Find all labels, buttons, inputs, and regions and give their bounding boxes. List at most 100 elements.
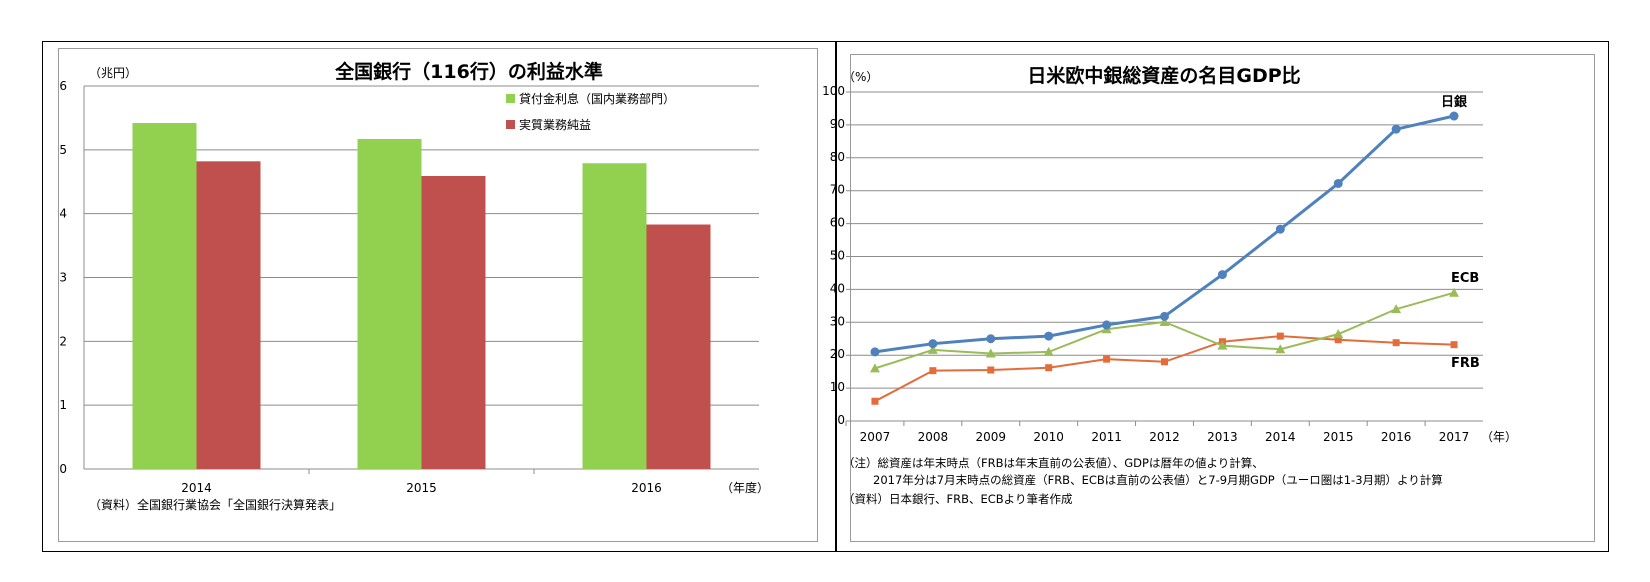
series-line-FRB <box>874 335 1455 403</box>
y-tick-label: 40 <box>830 281 845 295</box>
point-FRB-2016 <box>1392 339 1400 347</box>
bar-2016-core-net-profit <box>646 224 711 469</box>
point-日銀-2015 <box>1333 178 1343 188</box>
legend-entry: 実質業務純益 <box>519 117 591 132</box>
point-FRB-2010 <box>1045 364 1053 372</box>
y-tick-labels: 0 1 2 3 4 5 6 <box>59 79 67 476</box>
y-axis-label: （%） <box>843 70 878 84</box>
point-ECB-2007 <box>869 363 880 373</box>
point-ECB-2014 <box>1275 344 1286 354</box>
central-bank-assets-chart: 日米欧中銀総資産の名目GDP比 （%） （年） （注）総資産は年末時点（FRBは… <box>843 64 1517 506</box>
point-ECB-2017 <box>1449 287 1460 297</box>
bars <box>132 123 711 470</box>
point-日銀-2007 <box>870 347 880 357</box>
y-tick-label: 1 <box>59 398 67 412</box>
grid-lines <box>845 91 1483 426</box>
y-tick-label: 90 <box>830 117 845 131</box>
series-line-ECB <box>874 291 1455 370</box>
y-tick-label: 10 <box>830 380 845 394</box>
y-axis-label: （兆円） <box>89 66 137 80</box>
y-tick-label: 30 <box>830 314 845 328</box>
x-tick-label: 2014 <box>1265 430 1296 444</box>
point-ECB-2012 <box>1159 316 1170 326</box>
x-tick-label: 2014 <box>181 481 212 495</box>
bar-2015-loan-interest <box>357 138 422 469</box>
series-labels: 日銀 ECB FRB <box>1441 94 1480 371</box>
y-tick-label: 80 <box>830 150 845 164</box>
y-tick-label: 60 <box>830 216 845 230</box>
bar-2014-loan-interest <box>132 123 197 470</box>
y-tick-label: 100 <box>822 84 845 98</box>
x-tick-label: 2009 <box>975 430 1006 444</box>
point-日銀-2010 <box>1044 331 1054 341</box>
figure-divider <box>835 41 837 552</box>
source-note: （資料）全国銀行業協会「全国銀行決算発表」 <box>89 497 341 512</box>
point-日銀-2016 <box>1391 124 1401 134</box>
footnote-line-1: （注）総資産は年末時点（FRBは年末直前の公表値）、GDPは暦年の値より計算、 <box>843 456 1264 470</box>
y-tick-label: 5 <box>59 143 67 157</box>
x-tick-label: 2016 <box>631 481 662 495</box>
y-tick-label-strip: 0 10 20 30 40 50 60 70 80 90 100 <box>822 84 845 427</box>
x-tick-labels: 2007 2008 2009 2010 2011 2012 2013 2014 2015 2016… <box>860 430 1470 444</box>
x-tick-label: 2012 <box>1149 430 1180 444</box>
point-FRB-2015 <box>1334 336 1342 344</box>
point-ECB-2008 <box>927 344 938 354</box>
legend: 貸付金利息（国内業務部門） 実質業務純益 <box>506 91 675 132</box>
series-lines <box>869 111 1460 405</box>
series-label-ECB: ECB <box>1451 271 1479 286</box>
y-tick-label: 6 <box>59 79 67 93</box>
point-日銀-2013 <box>1217 270 1227 280</box>
legend-swatch <box>506 94 515 103</box>
x-tick-label: 2017 <box>1439 430 1470 444</box>
point-日銀-2009 <box>986 334 996 344</box>
point-ECB-2016 <box>1391 304 1402 314</box>
series-label-FRB: FRB <box>1451 356 1480 371</box>
x-tick-label: 2008 <box>918 430 949 444</box>
point-FRB-2014 <box>1276 332 1284 340</box>
x-tick-label: 2016 <box>1381 430 1412 444</box>
x-tick-labels: 2014 2015 2016 <box>181 481 662 495</box>
point-FRB-2011 <box>1103 355 1111 363</box>
point-ECB-2013 <box>1217 340 1228 350</box>
point-日銀-2017 <box>1449 111 1459 121</box>
x-tick-label: 2013 <box>1207 430 1238 444</box>
bar-2016-loan-interest <box>582 163 647 469</box>
y-tick-label: 0 <box>837 413 845 427</box>
y-tick-label: 50 <box>830 249 845 263</box>
x-tick-label: 2007 <box>860 430 891 444</box>
point-日銀-2014 <box>1275 224 1285 234</box>
bar-2014-core-net-profit <box>196 161 261 469</box>
point-日銀-2012 <box>1160 311 1169 321</box>
x-axis-label: （年度） <box>721 480 769 495</box>
point-日銀-2011 <box>1102 320 1112 330</box>
y-tick-label: 0 <box>59 462 67 476</box>
point-FRB-2007 <box>871 397 879 405</box>
y-tick-label: 20 <box>830 347 845 361</box>
y-tick-label: 70 <box>830 183 845 197</box>
central-bank-assets-chart-panel: 日米欧中銀総資産の名目GDP比 （%） （年） （注）総資産は年末時点（FRBは… <box>843 54 1595 542</box>
series-label-日銀: 日銀 <box>1441 94 1467 110</box>
chart-title: 日米欧中銀総資産の名目GDP比 <box>1027 64 1300 87</box>
chart-title: 全国銀行（116行）の利益水準 <box>334 60 603 83</box>
point-FRB-2008 <box>929 367 937 375</box>
point-FRB-2012 <box>1161 358 1168 366</box>
point-FRB-2009 <box>987 366 995 374</box>
point-ECB-2009 <box>985 348 996 358</box>
y-tick-label: 4 <box>59 207 67 221</box>
x-tick-label: 2015 <box>1323 430 1354 444</box>
bank-profit-chart-panel: 全国銀行（116行）の利益水準 （兆円） （年度） （資料）全国銀行業協会「全国… <box>58 48 818 542</box>
source-note: （資料）日本銀行、FRB、ECBより筆者作成 <box>843 492 1073 506</box>
footnote-line-2: 2017年分は7月末時点の総資産（FRB、ECBは直前の公表値）と7-9月期GD… <box>873 473 1443 487</box>
point-FRB-2017 <box>1450 341 1458 349</box>
y-tick-label: 2 <box>59 334 67 348</box>
legend-entry: 貸付金利息（国内業務部門） <box>519 91 675 106</box>
figure-frame <box>42 41 1609 552</box>
x-tick-label: 2015 <box>406 481 437 495</box>
x-tick-label: 2011 <box>1091 430 1122 444</box>
y-tick-label: 3 <box>59 271 67 285</box>
bar-2015-core-net-profit <box>421 176 486 469</box>
bank-profit-chart: 全国銀行（116行）の利益水準 （兆円） （年度） （資料）全国銀行業協会「全国… <box>59 60 769 512</box>
point-ECB-2010 <box>1043 346 1054 356</box>
x-tick-label: 2010 <box>1033 430 1064 444</box>
point-ECB-2015 <box>1333 329 1344 339</box>
